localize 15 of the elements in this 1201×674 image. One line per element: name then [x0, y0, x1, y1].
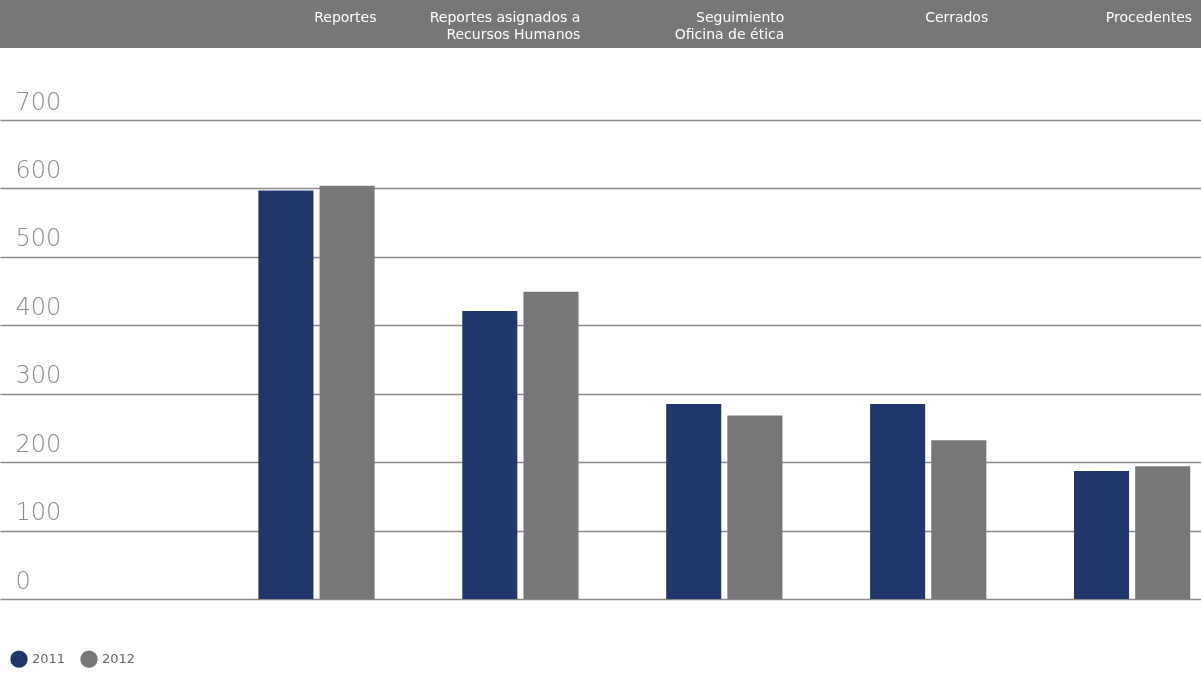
x-tick-label: Cerrados — [925, 8, 989, 25]
x-tick-label: Procedentes — [1105, 8, 1193, 25]
x-tick-label: Seguimiento Oficina de ética — [674, 8, 785, 42]
y-tick-label: 200 — [15, 429, 62, 458]
x-tick-label: Reportes — [314, 8, 377, 25]
y-tick-label: 500 — [15, 224, 62, 253]
y-tick-label: 100 — [15, 498, 62, 527]
x-tick-label: Reportes asignados a Recursos Humanos — [429, 8, 581, 42]
y-tick-label: 700 — [15, 87, 62, 116]
legend-label: 2012 — [102, 651, 136, 667]
y-tick-label: 300 — [15, 361, 62, 390]
y-tick-label: 400 — [15, 292, 62, 321]
y-tick-label: 0 — [15, 566, 31, 595]
y-tick-label: 600 — [15, 155, 62, 184]
legend-label: 2011 — [32, 651, 66, 667]
